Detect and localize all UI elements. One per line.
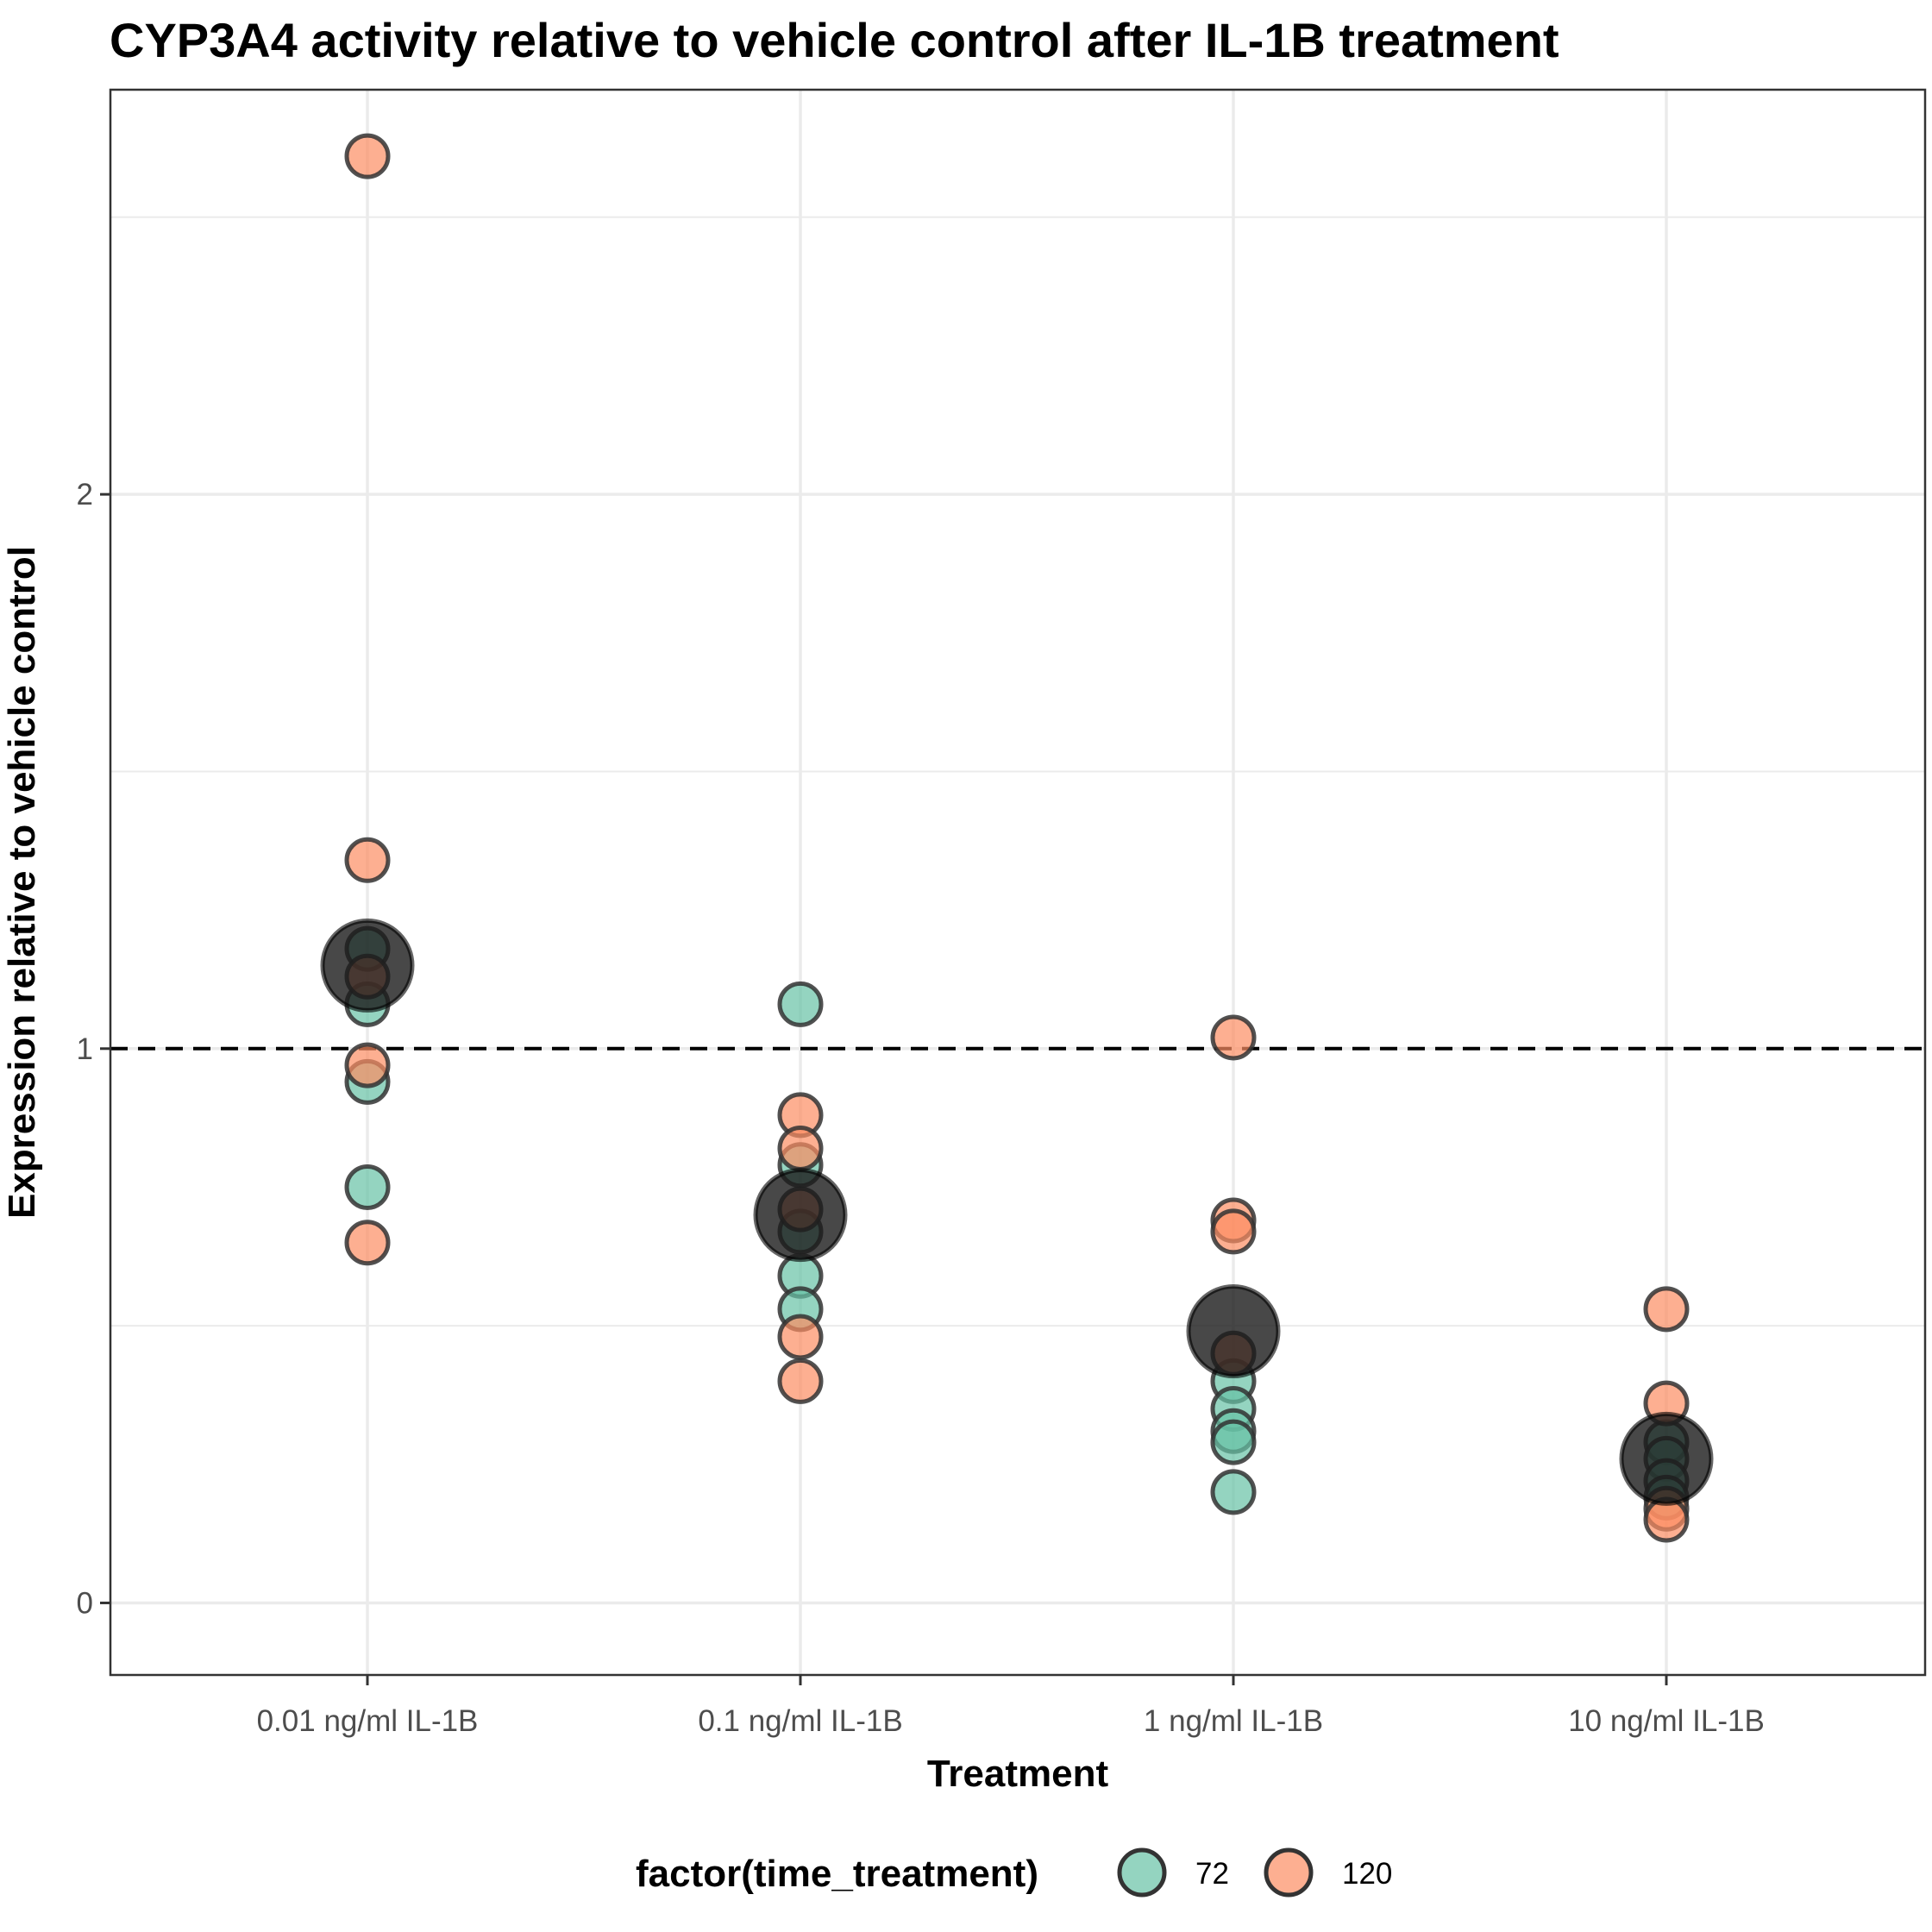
legend-label-120: 120 xyxy=(1342,1857,1392,1891)
y-tick-label: 2 xyxy=(77,478,93,511)
legend: factor(time_treatment) 72 120 xyxy=(636,1847,1392,1898)
data-point-120 xyxy=(344,1220,391,1266)
legend-label-72: 72 xyxy=(1195,1857,1229,1891)
summary-point xyxy=(1619,1411,1714,1506)
data-point-72 xyxy=(1210,1469,1257,1515)
legend-key-120 xyxy=(1264,1847,1314,1898)
data-point-72 xyxy=(777,981,824,1027)
data-point-120 xyxy=(1643,1286,1690,1333)
data-point-120 xyxy=(777,1125,824,1171)
chart-title: CYP3A4 activity relative to vehicle cont… xyxy=(110,13,1559,67)
data-point-72 xyxy=(344,1164,391,1210)
x-tick-label: 0.01 ng/ml IL-1B xyxy=(257,1704,479,1738)
data-point-120 xyxy=(1210,1014,1257,1061)
y-axis: 0 1 2 xyxy=(77,478,110,1620)
data-point-72 xyxy=(1210,1419,1257,1465)
x-axis: 0.01 ng/ml IL-1B 0.1 ng/ml IL-1B 1 ng/ml I… xyxy=(257,1675,1765,1738)
plot-panel-border xyxy=(109,88,1927,1677)
summary-point xyxy=(753,1168,848,1263)
data-point-120 xyxy=(344,133,391,179)
data-point-120 xyxy=(344,837,391,883)
data-point-120 xyxy=(1210,1208,1257,1255)
summary-point xyxy=(320,918,415,1013)
x-tick-label: 0.1 ng/ml IL-1B xyxy=(698,1704,902,1738)
x-tick-label: 10 ng/ml IL-1B xyxy=(1568,1704,1765,1738)
data-point-120 xyxy=(344,1042,391,1088)
data-point-120 xyxy=(777,1358,824,1404)
plot-panel-background xyxy=(110,90,1925,1675)
x-tick-label: 1 ng/ml IL-1B xyxy=(1144,1704,1323,1738)
x-axis-title: Treatment xyxy=(927,1753,1109,1795)
summary-point xyxy=(1186,1284,1281,1379)
y-tick-label: 1 xyxy=(77,1032,93,1066)
summary-points xyxy=(320,918,1714,1506)
y-axis-title: Expression relative to vehicle control xyxy=(1,546,43,1219)
data-point-120 xyxy=(777,1314,824,1360)
minor-gridlines xyxy=(110,216,1925,1327)
plot-panel xyxy=(109,88,1927,1677)
legend-title: factor(time_treatment) xyxy=(636,1853,1038,1895)
y-tick-label: 0 xyxy=(77,1586,93,1620)
legend-key-72 xyxy=(1117,1847,1167,1898)
